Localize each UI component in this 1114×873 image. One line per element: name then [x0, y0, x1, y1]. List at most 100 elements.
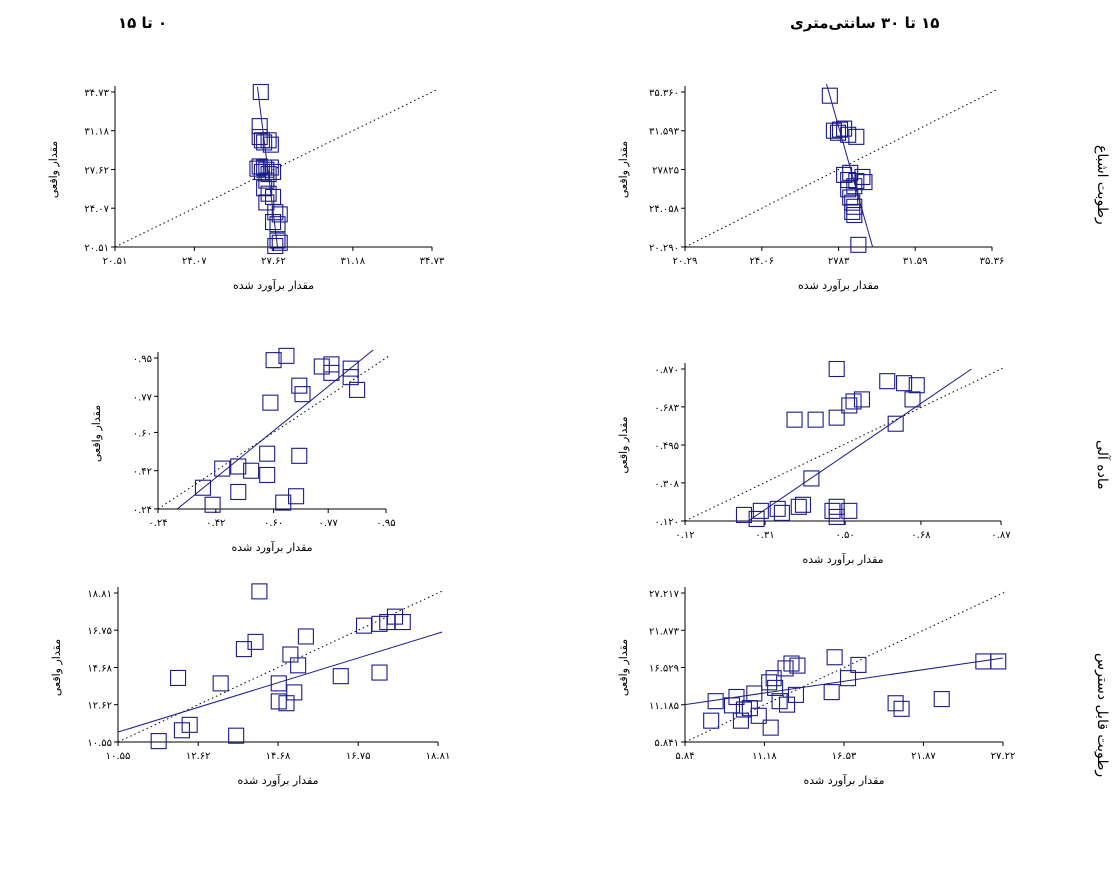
- data-point-marker: [230, 458, 247, 475]
- y-tick-label: ۰.۴۲: [133, 467, 152, 478]
- x-tick-label: ۲۷۸۳: [828, 256, 850, 267]
- data-point-marker: [260, 166, 277, 183]
- data-point-marker: [828, 409, 845, 426]
- y-tick-label: ۳۱.۱۸: [84, 127, 109, 138]
- data-point-marker: [845, 393, 862, 410]
- data-point-marker: [836, 120, 853, 137]
- data-point-marker: [371, 664, 388, 681]
- y-tick-label: ۵.۸۴۱: [654, 738, 679, 749]
- data-point-marker: [707, 693, 724, 710]
- data-point-marker: [794, 496, 812, 513]
- y-tick-label: ۲۴.۰۷: [84, 204, 109, 215]
- data-point-marker: [848, 173, 865, 190]
- data-point-marker: [769, 500, 786, 517]
- data-point-marker: [355, 617, 373, 634]
- x-tick-label: ۰.۱۲: [675, 530, 694, 541]
- data-point-marker: [294, 386, 311, 403]
- y-axis-title: مقدار واقعی: [617, 141, 630, 198]
- x-tick-label: ۰.۵۰: [835, 530, 854, 541]
- y-tick-label: ۲۴.۰۵۸: [649, 204, 680, 215]
- data-point-marker: [767, 679, 784, 696]
- data-point-marker: [761, 674, 778, 691]
- y-tick-label: ۱۱.۱۸۵: [649, 701, 679, 712]
- y-axis-title: مقدار واقعی: [90, 405, 103, 462]
- y-tick-label: ۰.۲۴: [133, 505, 152, 516]
- data-point-marker: [850, 236, 867, 253]
- data-point-marker: [265, 352, 282, 369]
- x-axis-title: مقدار برآورد شده: [798, 278, 879, 292]
- data-point-marker: [748, 510, 765, 528]
- y-tick-label: ۰.۷۷: [133, 392, 153, 403]
- x-tick-label: ۲۷.۲۲: [991, 751, 1016, 762]
- data-point-marker: [844, 194, 861, 211]
- data-point-marker: [259, 466, 276, 484]
- data-point-marker: [840, 171, 857, 189]
- data-point-marker: [260, 132, 277, 149]
- data-point-marker: [262, 159, 279, 176]
- data-point-marker: [703, 712, 720, 729]
- data-point-marker: [258, 161, 275, 178]
- data-point-marker: [844, 203, 861, 220]
- data-point-marker: [262, 394, 279, 411]
- data-point-marker: [854, 168, 871, 186]
- data-point-marker: [291, 447, 308, 464]
- data-point-marker: [787, 686, 805, 703]
- x-tick-label: ۰.۳۱: [755, 530, 774, 541]
- y-tick-label: ۰.۸۷۰: [654, 365, 679, 376]
- y-tick-label: ۱۶.۷۵: [87, 626, 112, 637]
- y-tick-label: ۰.۶۸۳: [654, 403, 679, 414]
- data-point-marker: [323, 364, 340, 381]
- data-point-marker: [265, 163, 282, 180]
- data-point-marker: [908, 377, 925, 394]
- data-point-marker: [846, 198, 863, 215]
- data-point-marker: [150, 733, 167, 750]
- data-point-marker: [349, 381, 366, 398]
- x-tick-label: ۲۱.۸۷: [911, 751, 936, 762]
- data-point-marker: [831, 121, 849, 138]
- data-point-marker: [251, 583, 268, 600]
- y-tick-label: ۲۷.۶۲: [84, 166, 109, 177]
- x-tick-label: ۳۱.۵۹: [903, 256, 928, 267]
- x-axis-title: مقدار برآورد شده: [803, 773, 884, 787]
- x-tick-label: ۳۱.۱۸: [341, 256, 366, 267]
- y-tick-label: ۲۱.۸۷۳: [649, 626, 680, 637]
- y-tick-label: ۲۰.۲۹۰: [649, 243, 679, 254]
- y-tick-label: ۱۴.۶۸: [87, 664, 112, 675]
- x-tick-label: ۰.۶۸: [911, 530, 931, 541]
- data-point-marker: [256, 180, 273, 197]
- data-point-marker: [762, 719, 779, 736]
- x-tick-label: ۰.۹۵: [376, 518, 395, 529]
- data-point-marker: [803, 470, 820, 487]
- x-tick-label: ۲۴.۰۶: [749, 256, 774, 267]
- one-to-one-reference-line: [158, 354, 390, 509]
- y-axis-title: مقدار واقعی: [50, 639, 63, 696]
- x-tick-label: ۲۴.۰۷: [182, 256, 207, 267]
- data-point-marker: [267, 237, 284, 255]
- data-point-marker: [723, 697, 741, 714]
- regression-line: [826, 84, 874, 247]
- x-tick-label: ۵.۸۴: [675, 751, 694, 762]
- data-point-marker: [848, 128, 865, 145]
- data-point-marker: [850, 656, 867, 673]
- data-point-marker: [252, 83, 269, 101]
- y-tick-label: ۰.۱۲۰: [654, 517, 679, 528]
- regression-line: [747, 368, 972, 521]
- data-point-marker: [278, 695, 295, 712]
- data-point-marker: [777, 660, 794, 677]
- one-to-one-reference-line: [115, 89, 436, 247]
- x-axis-title: مقدار برآورد شده: [231, 540, 312, 554]
- x-tick-label: ۱۶.۵۳: [832, 751, 857, 762]
- y-axis-title: مقدار واقعی: [47, 141, 60, 198]
- data-point-marker: [887, 415, 904, 432]
- data-point-marker: [251, 118, 268, 135]
- data-point-marker: [773, 504, 790, 521]
- data-point-marker: [732, 712, 749, 729]
- data-point-marker: [828, 498, 845, 515]
- data-point-marker: [840, 181, 857, 198]
- data-point-marker: [290, 657, 307, 674]
- data-point-marker: [826, 649, 843, 666]
- data-point-marker: [394, 613, 411, 631]
